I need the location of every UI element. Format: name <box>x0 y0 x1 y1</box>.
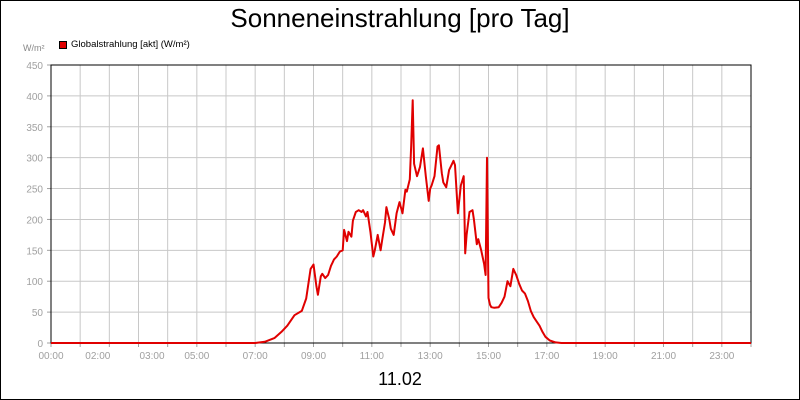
x-tick-label: 03:00 <box>140 351 165 362</box>
y-tick-label: 150 <box>26 246 43 257</box>
x-tick-label: 09:00 <box>301 351 326 362</box>
x-tick-label: 13:00 <box>418 351 443 362</box>
y-axis-unit-label: W/m² <box>23 43 45 53</box>
x-tick-label: 17:00 <box>534 351 559 362</box>
x-tick-label: 15:00 <box>476 351 501 362</box>
series-line <box>51 99 751 344</box>
legend: Globalstrahlung [akt] (W/m²) <box>59 39 190 50</box>
x-tick-label: 23:00 <box>709 351 734 362</box>
y-tick-label: 450 <box>26 61 43 72</box>
x-tick-label: 05:00 <box>184 351 209 362</box>
chart-title: Sonneneinstrahlung [pro Tag] <box>230 3 570 33</box>
legend-swatch <box>59 40 67 49</box>
y-tick-label: 100 <box>26 277 43 288</box>
y-tick-label: 350 <box>26 123 43 134</box>
x-axis-date-label: 11.02 <box>378 369 422 389</box>
y-tick-label: 200 <box>26 215 43 226</box>
y-tick-label: 50 <box>32 308 44 319</box>
y-tick-label: 0 <box>37 339 43 350</box>
x-tick-label: 07:00 <box>243 351 268 362</box>
x-tick-label: 02:00 <box>85 351 110 362</box>
plot-border <box>50 64 752 344</box>
x-tick-label: 11:00 <box>360 351 385 362</box>
x-tick-label: 19:00 <box>593 351 618 362</box>
legend-label: Globalstrahlung [akt] (W/m²) <box>71 39 190 50</box>
x-tick-label: 21:00 <box>651 351 676 362</box>
y-tick-label: 400 <box>26 92 43 103</box>
y-tick-label: 300 <box>26 154 43 165</box>
x-tick-label: 00:00 <box>38 351 63 362</box>
y-tick-label: 250 <box>26 185 43 196</box>
